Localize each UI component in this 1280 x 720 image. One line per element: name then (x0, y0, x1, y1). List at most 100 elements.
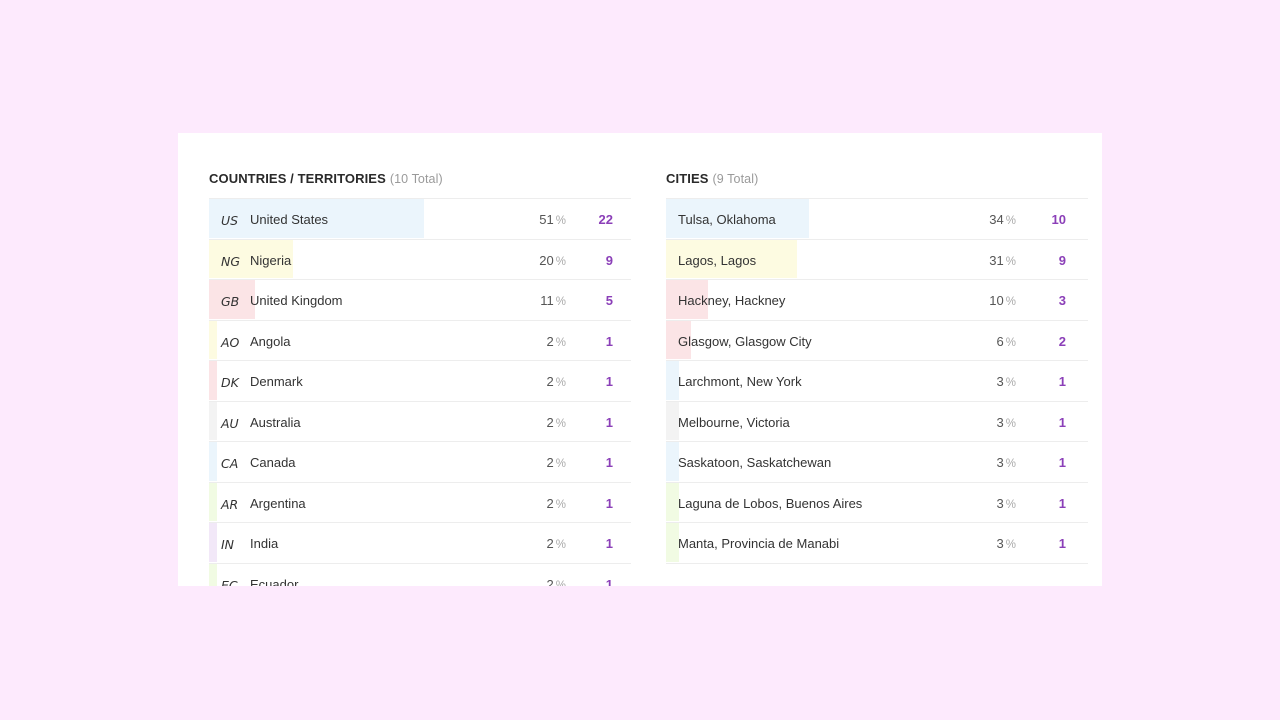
percent-number: 3 (996, 495, 1004, 511)
visit-count: 2 (1058, 333, 1066, 349)
percent-value: 2% (547, 415, 566, 430)
country-code: DK (221, 375, 239, 390)
percent-number: 2 (546, 576, 554, 587)
share-bar (666, 320, 692, 359)
percent-value: 51% (539, 212, 566, 227)
country-row[interactable]: NG Nigeria 20% 9 (209, 239, 631, 280)
percent-sign: % (1005, 255, 1016, 268)
city-row[interactable]: Laguna de Lobos, Buenos Aires 3% 1 (666, 482, 1088, 523)
share-bar (209, 482, 218, 521)
percent-sign: % (555, 215, 566, 227)
city-row[interactable]: Saskatoon, Saskatchewan 3% 1 (666, 442, 1088, 483)
share-bar (209, 523, 218, 562)
country-row[interactable]: AR Argentina 2% 1 (209, 482, 631, 523)
share-bar (666, 482, 679, 521)
percent-value: 2% (547, 374, 566, 389)
percent-value: 3% (997, 415, 1016, 430)
percent-sign: % (1005, 539, 1016, 551)
city-row[interactable]: Manta, Provincia de Manabi 3% 1 (666, 523, 1088, 564)
country-name[interactable]: United Kingdom (250, 293, 343, 308)
city-row[interactable]: Glasgow, Glasgow City 6% 2 (666, 320, 1088, 361)
cities-total: (9 Total) (712, 172, 759, 186)
percent-sign: % (555, 539, 566, 551)
country-row[interactable]: DK Denmark 2% 1 (209, 361, 631, 402)
percent-sign: % (555, 417, 566, 430)
country-row[interactable]: EC Ecuador 2% 1 (209, 563, 631, 587)
country-name[interactable]: Canada (250, 455, 296, 470)
percent-sign: % (555, 255, 566, 268)
city-name[interactable]: Tulsa, Oklahoma (678, 212, 776, 227)
percent-number: 6 (996, 333, 1004, 349)
country-code: NG (221, 253, 241, 269)
country-row[interactable]: US United States 51% 22 (209, 199, 631, 240)
percent-value: 3% (997, 455, 1016, 470)
share-bar (209, 239, 294, 278)
visit-count: 9 (605, 252, 613, 268)
country-name[interactable]: Angola (250, 333, 291, 349)
percent-sign: % (1005, 215, 1016, 227)
percent-sign: % (555, 458, 566, 470)
share-bar (666, 401, 679, 440)
percent-value: 34% (989, 212, 1016, 227)
share-bar (666, 361, 679, 400)
city-name[interactable]: Lagos, Lagos (678, 252, 757, 268)
country-name[interactable]: Nigeria (250, 252, 292, 268)
city-row[interactable]: Tulsa, Oklahoma 34% 10 (666, 199, 1088, 240)
country-name[interactable]: Ecuador (250, 576, 299, 587)
city-row[interactable]: Larchmont, New York 3% 1 (666, 361, 1088, 402)
country-row[interactable]: CA Canada 2% 1 (209, 442, 631, 483)
countries-header: COUNTRIES / TERRITORIES (10 Total) (209, 133, 631, 199)
percent-sign: % (555, 296, 566, 308)
country-name[interactable]: United States (250, 212, 329, 227)
visit-count: 1 (1058, 374, 1066, 389)
city-row[interactable]: Hackney, Hackney 10% 3 (666, 280, 1088, 321)
city-row[interactable]: Melbourne, Victoria 3% 1 (666, 401, 1088, 442)
percent-value: 10% (989, 293, 1016, 308)
country-row[interactable]: GB United Kingdom 11% 5 (209, 280, 631, 321)
country-name[interactable]: Denmark (250, 374, 303, 389)
country-row[interactable]: AO Angola 2% 1 (209, 320, 631, 361)
visit-count: 5 (605, 293, 613, 308)
visit-count: 1 (1058, 455, 1066, 470)
city-name[interactable]: Glasgow, Glasgow City (678, 333, 812, 349)
country-code: AO (221, 334, 240, 350)
country-row[interactable]: AU Australia 2% 1 (209, 401, 631, 442)
percent-sign: % (555, 336, 566, 349)
percent-number: 2 (546, 455, 554, 470)
percent-sign: % (555, 579, 566, 587)
city-name[interactable]: Hackney, Hackney (678, 293, 786, 308)
visit-count: 1 (605, 576, 613, 587)
country-row[interactable]: IN India 2% 1 (209, 523, 631, 564)
city-row[interactable]: Lagos, Lagos 31% 9 (666, 239, 1088, 280)
percent-value: 3% (997, 536, 1016, 551)
share-bar (209, 280, 256, 319)
percent-value: 2% (547, 334, 566, 349)
country-name[interactable]: India (250, 536, 279, 551)
percent-number: 10 (989, 293, 1004, 308)
city-name[interactable]: Manta, Provincia de Manabi (678, 536, 840, 551)
country-code: GB (221, 294, 240, 309)
percent-value: 11% (540, 293, 566, 308)
percent-number: 3 (996, 374, 1004, 389)
percent-sign: % (555, 377, 566, 389)
percent-sign: % (1005, 336, 1016, 349)
percent-sign: % (1005, 296, 1016, 308)
city-name[interactable]: Larchmont, New York (678, 374, 802, 389)
visit-count: 1 (1058, 414, 1066, 430)
city-name[interactable]: Saskatoon, Saskatchewan (678, 455, 832, 470)
percent-number: 11 (540, 293, 554, 308)
country-name[interactable]: Australia (250, 414, 301, 430)
percent-value: 3% (997, 496, 1016, 511)
percent-number: 3 (996, 536, 1004, 551)
city-name[interactable]: Melbourne, Victoria (678, 414, 790, 430)
percent-number: 2 (546, 414, 554, 430)
share-bar (209, 199, 425, 238)
percent-number: 31 (989, 252, 1004, 268)
percent-sign: % (1005, 377, 1016, 389)
city-name[interactable]: Laguna de Lobos, Buenos Aires (678, 495, 863, 511)
share-bar (666, 239, 797, 278)
country-code: EC (221, 577, 238, 587)
country-name[interactable]: Argentina (250, 495, 306, 511)
share-bar (209, 361, 218, 400)
share-bar (209, 401, 218, 440)
